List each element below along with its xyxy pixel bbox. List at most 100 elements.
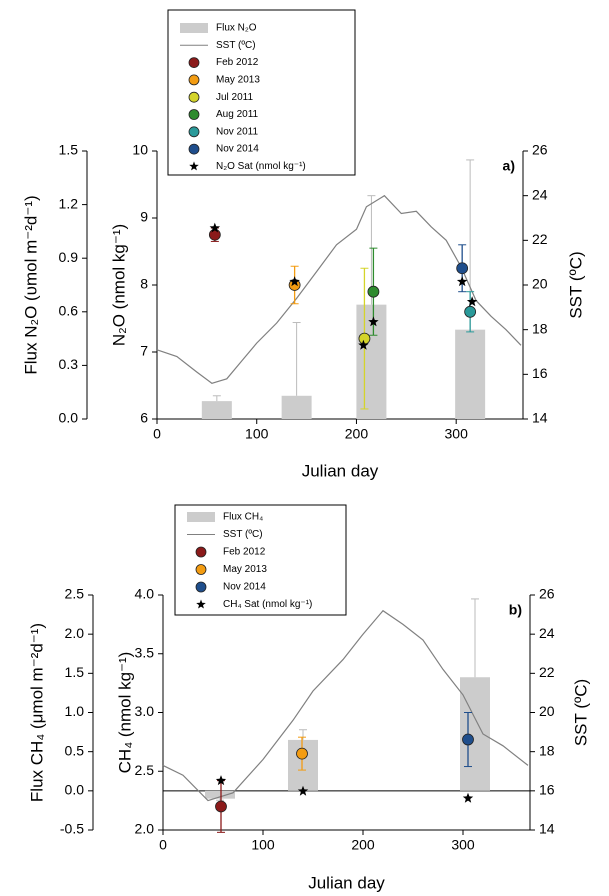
legend-swatch [188,74,200,86]
star [289,276,300,287]
legend-label: SST (ºC) [223,529,263,540]
y-tick-label: 1.2 [59,195,79,211]
y-tick-label: 22 [532,231,548,247]
y-axis-label: SST (ºC) [566,251,585,318]
legend-label: N₂O Sat (nmol kg⁻¹) [216,161,306,172]
star [462,792,474,803]
y-tick-label: 0.5 [65,742,85,758]
bar [460,677,490,791]
point [296,747,308,760]
point [215,800,227,813]
legend-swatch [188,57,200,68]
y-tick-label: 18 [539,742,555,758]
legend-label: Aug 2011 [216,109,259,120]
legend-swatch [180,23,208,33]
bar [455,329,486,419]
y-tick-label: 14 [532,410,548,426]
y-tick-label: 1.0 [65,703,85,719]
y-tick-label: 1.5 [59,142,79,158]
y-tick-label: 24 [532,186,548,202]
legend-swatch [189,161,199,171]
x-tick-label: 100 [251,837,275,853]
y-tick-label: 26 [539,586,555,602]
point [208,228,221,241]
y-tick-label: 0.3 [59,356,79,372]
y-tick-label: 3.0 [135,703,155,719]
legend-label: Jul 2011 [216,92,254,103]
x-tick-label: 0 [159,837,167,853]
legend-label: SST (ºC) [216,40,256,51]
legend-label: CH₄ Sat (nmol kg⁻¹) [223,599,312,610]
y-tick-label: 14 [539,821,555,837]
legend-label: Feb 2012 [216,57,259,68]
star [368,316,379,327]
legend-label: Nov 2011 [216,126,259,137]
y-tick-label: 0.9 [59,249,79,265]
legend-swatch [188,91,200,103]
y-axis-label: CH₄ (nmol kg⁻¹) [115,652,134,774]
y-tick-label: 24 [539,625,555,641]
y-tick-label: 20 [532,276,548,292]
x-tick-label: 300 [451,837,475,853]
x-tick-label: 200 [351,837,375,853]
y-tick-label: 2.5 [135,762,155,778]
panel-label: a) [503,158,515,174]
y-tick-label: 2.5 [65,586,85,602]
legend-box [167,9,356,176]
star [297,785,309,796]
point [358,332,371,345]
point [462,733,474,746]
panel-label: b) [509,602,522,618]
star [215,775,227,786]
legend-label: Feb 2012 [223,547,266,558]
y-tick-label: 26 [532,142,548,158]
legend-label: May 2013 [216,75,260,86]
y-tick-label: 20 [539,703,555,719]
y-tick-label: 7 [140,343,148,359]
bar [205,790,235,799]
y-tick-label: 8 [140,276,148,292]
legend-swatch [195,546,207,558]
y-axis-label: N₂O (nmol kg⁻¹) [109,224,128,346]
legend-swatch [195,581,207,593]
x-axis-label: Julian day [302,461,379,480]
y-tick-label: 10 [132,142,148,158]
x-tick-label: 300 [445,426,469,442]
star [456,276,468,287]
x-axis-label: Julian day [308,873,385,892]
legend-label: Nov 2014 [216,144,259,155]
y-tick-label: 2.0 [65,625,85,641]
legend-swatch [188,109,200,120]
y-tick-label: 0.0 [59,410,79,426]
y-tick-label: 16 [539,782,555,798]
y-tick-label: 0.0 [65,782,85,798]
y-tick-label: 0.6 [59,303,79,319]
y-tick-label: -0.5 [60,821,84,837]
legend-swatch [196,599,206,609]
y-tick-label: 1.5 [65,664,85,680]
star [358,339,369,350]
x-tick-label: 0 [153,426,161,442]
star [466,296,478,307]
y-axis-label: Flux CH₄ (μmol m⁻²d⁻¹) [27,623,46,802]
y-tick-label: 9 [140,209,148,225]
legend-swatch [195,564,207,575]
star [209,222,221,233]
legend-swatch [187,512,215,522]
point [367,285,380,298]
x-tick-label: 200 [345,426,369,442]
y-tick-label: 18 [532,320,548,336]
x-tick-label: 100 [245,426,269,442]
sst-line [162,609,529,802]
y-tick-label: 2.0 [135,821,155,837]
bar [288,739,318,791]
y-axis-label: SST (ºC) [571,679,590,746]
y-tick-label: 22 [539,664,555,680]
legend-box [174,504,347,616]
sst-line [156,194,522,384]
y-tick-label: 4.0 [135,586,155,602]
legend-swatch [188,143,200,155]
y-axis-label: Flux N₂O (υmol m⁻²d⁻¹) [21,195,40,374]
